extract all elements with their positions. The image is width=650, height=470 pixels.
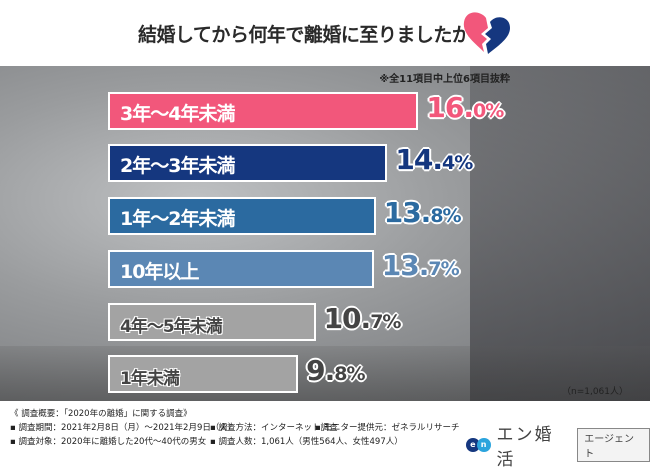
agent-label: エージェント xyxy=(577,428,650,462)
footer: 《 調査概要：「2020年の離婚」に関する調査》 ▪ 調査期間：2021年2月8… xyxy=(0,401,650,450)
value-int: 14. xyxy=(395,143,443,176)
value-label: 9.8% xyxy=(306,354,365,387)
bar-label: 2年～3年未満 xyxy=(120,155,235,177)
brand-name: エン婚活 xyxy=(496,425,554,470)
survey-target: ▪ 調査対象：2020年に離婚した20代～40代の男女 xyxy=(10,437,207,447)
sample-size: （n=1,061人） xyxy=(561,387,628,397)
value-int: 9. xyxy=(306,354,335,387)
value-int: 10. xyxy=(323,302,372,335)
bar-label: 4年～5年未満 xyxy=(120,317,223,337)
value-label: 14.4% xyxy=(395,143,473,176)
value-dec: 8% xyxy=(430,205,461,227)
bar: 3年～4年未満 xyxy=(108,92,419,130)
bar: 2年～3年未満 xyxy=(108,144,388,182)
value-dec: 8% xyxy=(334,363,365,385)
value-dec: 0% xyxy=(473,100,504,122)
value-label: 13.7% xyxy=(381,249,460,282)
survey-overview: 《 調査概要：「2020年の離婚」に関する調査》 xyxy=(10,409,192,419)
value-dec: 7% xyxy=(370,311,401,333)
survey-period: ▪ 調査期間：2021年2月8日（月）～2021年2月9日（火） xyxy=(10,423,237,433)
value-int: 13. xyxy=(383,196,432,229)
header: 結婚してから何年で離婚に至りましたか？ xyxy=(0,0,650,66)
bar: 1年～2年未満 xyxy=(108,197,376,235)
value-dec: 7% xyxy=(428,258,459,280)
logo-e: e xyxy=(466,438,480,452)
survey-method: ▪ 調査方法：インターネット調査 xyxy=(210,423,338,433)
value-int: 16. xyxy=(426,91,474,124)
en-konkatsu-logo: e n エン婚活 エージェント xyxy=(466,420,650,470)
bar-label: 10年以上 xyxy=(120,261,199,283)
survey-count: ▪ 調査人数：1,061人（男性564人、女性497人） xyxy=(210,437,403,447)
bar-label: 3年～4年未満 xyxy=(120,103,235,125)
chart-title: 結婚してから何年で離婚に至りましたか？ xyxy=(138,24,489,46)
bar: 4年～5年未満 xyxy=(108,303,316,341)
logo-n: n xyxy=(476,438,491,452)
monitor-provider: ▪ モニター提供元：ゼネラルリサーチ xyxy=(315,423,460,433)
value-int: 13. xyxy=(381,249,430,282)
value-label: 16.0% xyxy=(426,91,504,124)
value-label: 13.8% xyxy=(383,196,462,229)
bar: 1年未満 xyxy=(108,355,299,393)
chart-note: ※全11項目中上位6項目抜粋 xyxy=(379,74,510,85)
broken-heart-icon xyxy=(463,12,510,54)
bar: 10年以上 xyxy=(108,250,374,288)
value-label: 10.7% xyxy=(323,302,402,335)
bar-label: 1年～2年未満 xyxy=(120,208,235,230)
bar-label: 1年未満 xyxy=(120,369,180,389)
value-dec: 4% xyxy=(441,152,473,174)
